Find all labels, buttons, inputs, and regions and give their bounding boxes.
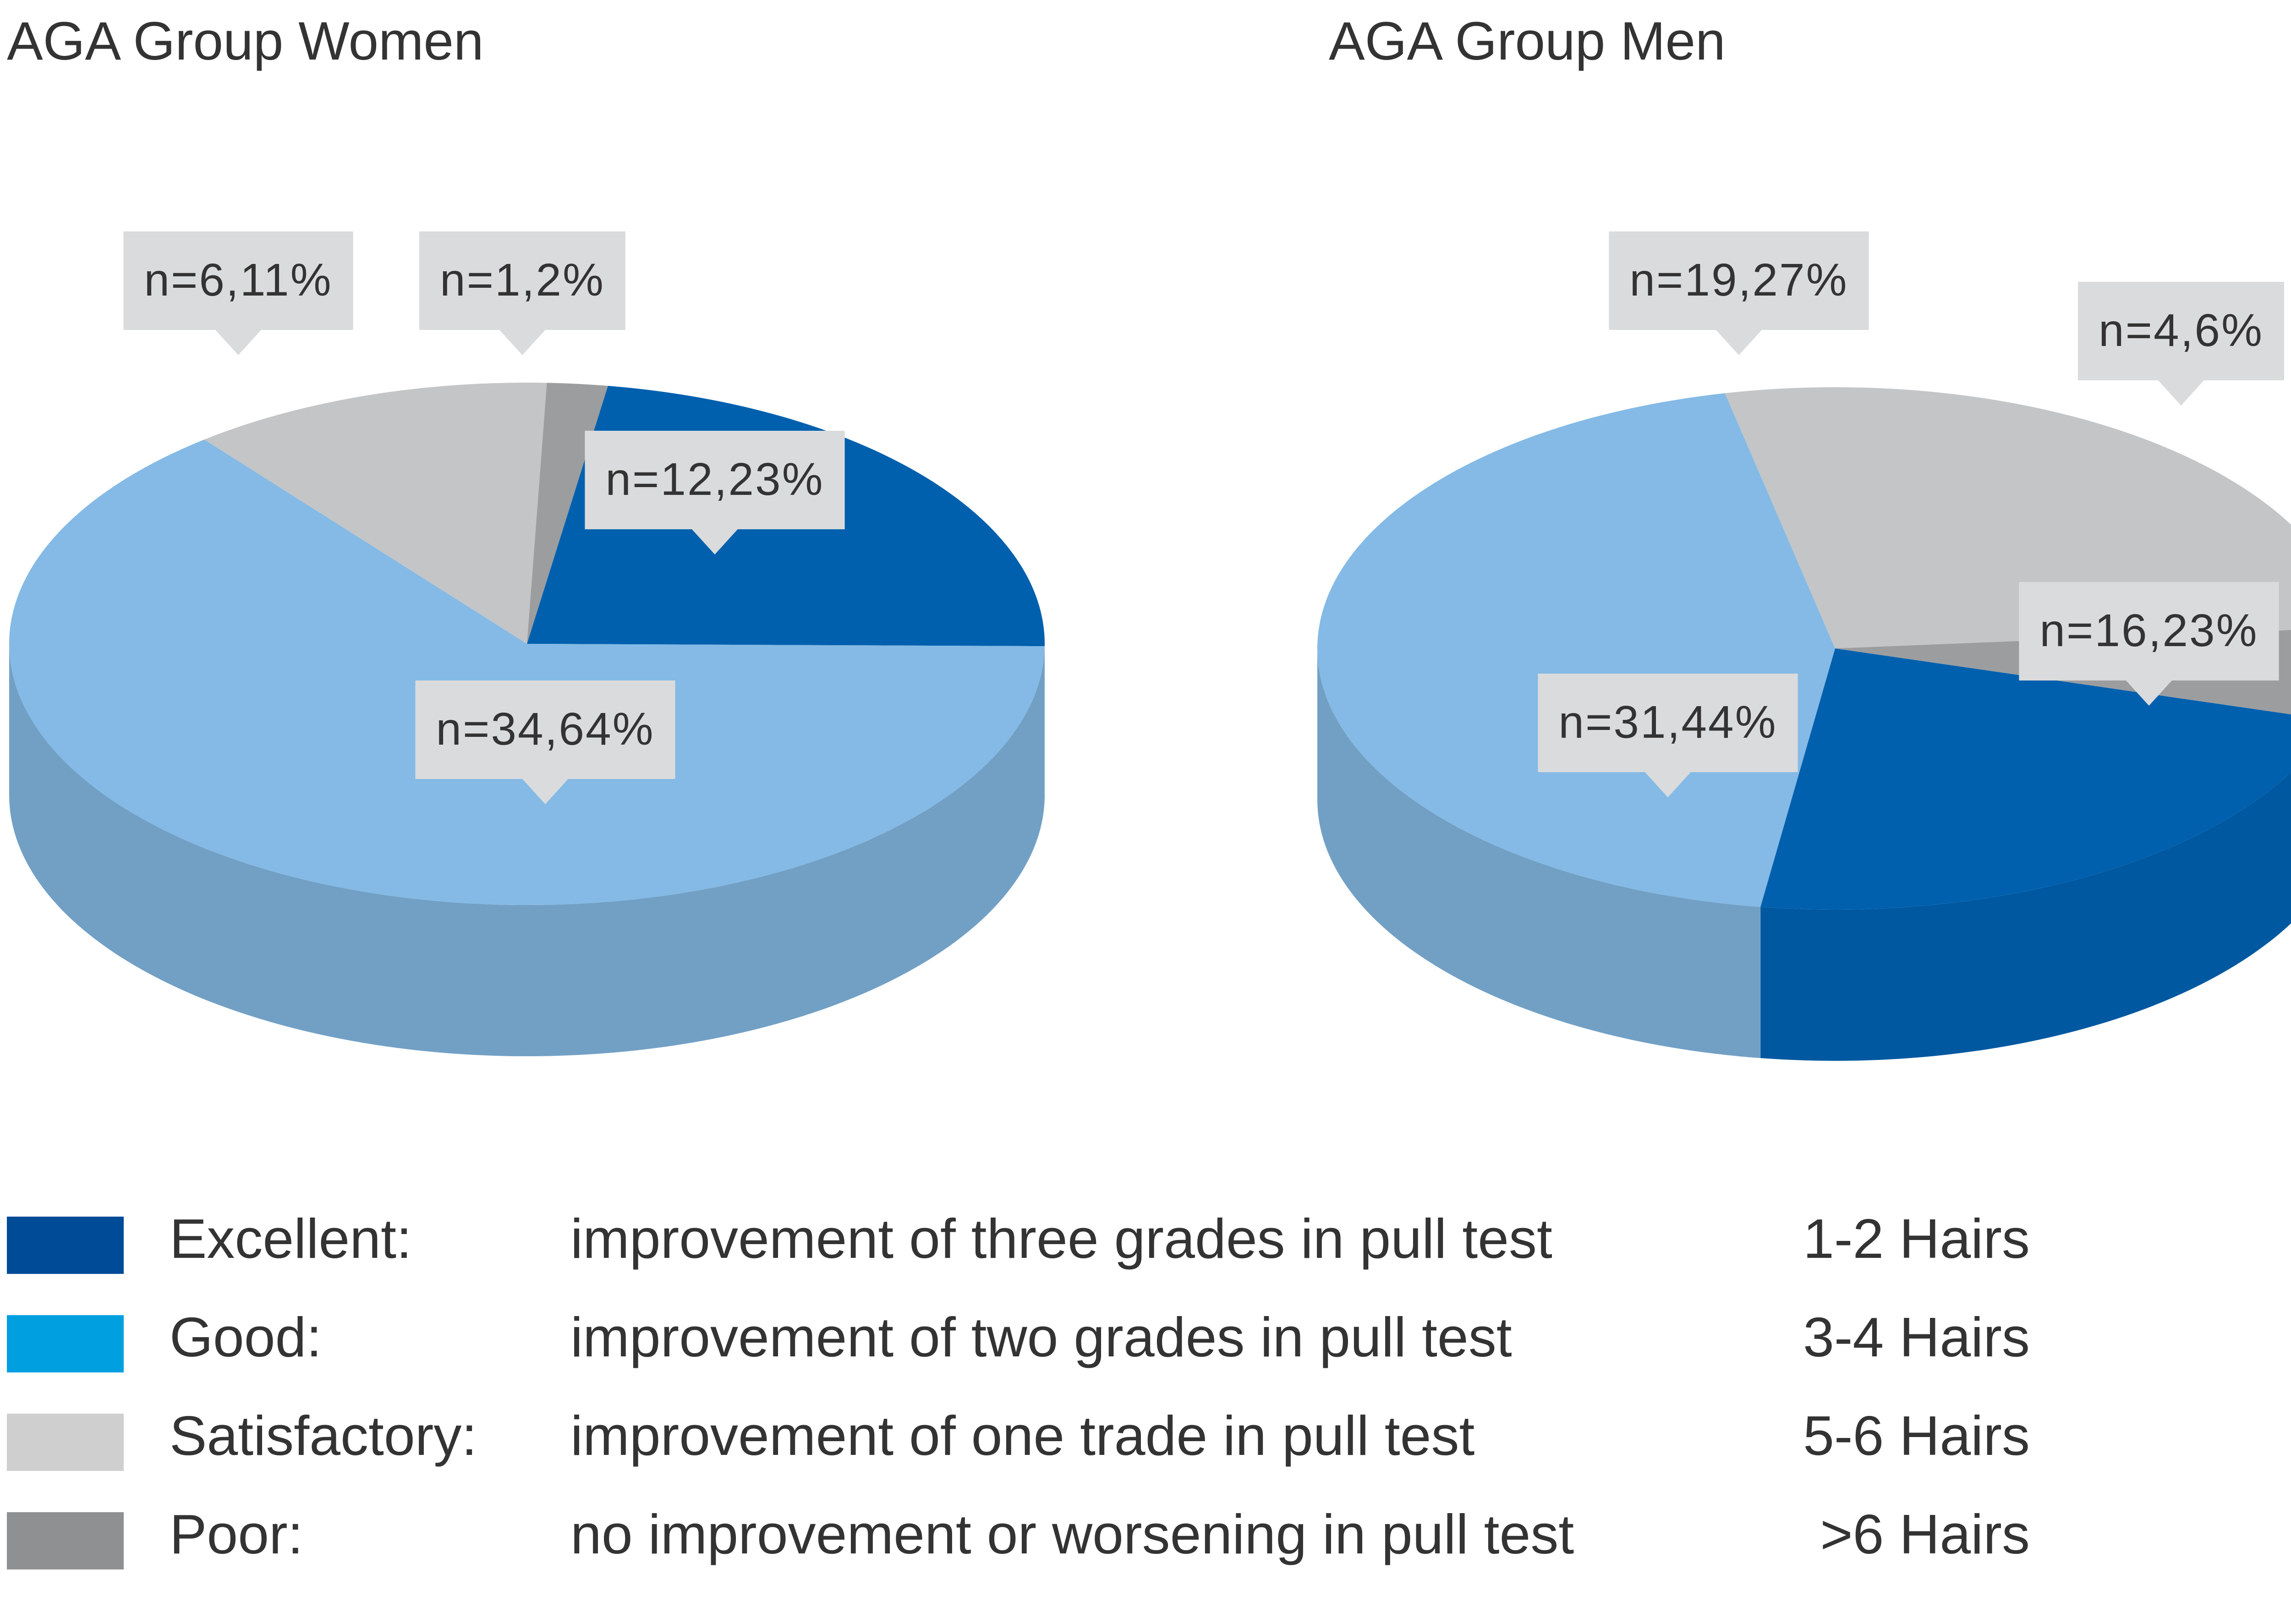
data-label-satisfactory: n=19,27% bbox=[1609, 231, 1869, 355]
legend-row-satisfactory: Satisfactory: improvement of one trade in… bbox=[7, 1405, 2030, 1471]
data-label-box bbox=[2078, 282, 2284, 380]
pie-side-good bbox=[1317, 648, 1761, 1059]
pie-chart-men: n=16,23% n=31,44% n=19,27% n=4,6% bbox=[1317, 231, 2291, 1061]
data-label-pointer bbox=[522, 779, 568, 804]
legend-hairs: >6 Hairs bbox=[1820, 1503, 2030, 1565]
pie-slice-excellent bbox=[1760, 648, 2291, 910]
legend-term: Satisfactory: bbox=[170, 1405, 477, 1467]
legend-description: improvement of one trade in pull test bbox=[570, 1405, 1474, 1467]
legend-term: Excellent: bbox=[170, 1207, 412, 1270]
legend-hairs: 5-6 Hairs bbox=[1803, 1405, 2030, 1467]
data-label-text: n=1,2% bbox=[440, 254, 605, 306]
data-label-text: n=6,11% bbox=[144, 254, 332, 306]
data-label-text: n=19,27% bbox=[1629, 254, 1848, 306]
data-label-pointer bbox=[2126, 680, 2172, 706]
data-label-box bbox=[415, 680, 675, 779]
legend-swatch-satisfactory bbox=[7, 1414, 124, 1471]
data-label-box bbox=[585, 431, 845, 529]
pie-slice-good bbox=[1317, 393, 1835, 907]
data-label-good: n=34,64% bbox=[415, 680, 675, 804]
data-label-pointer bbox=[2158, 380, 2204, 406]
legend-row-poor: Poor: no improvement or worsening in pull… bbox=[7, 1503, 2030, 1569]
data-label-text: n=4,6% bbox=[2099, 305, 2264, 356]
legend-hairs: 1-2 Hairs bbox=[1803, 1207, 2030, 1270]
data-label-pointer bbox=[1716, 330, 1762, 355]
legend-description: no improvement or worsening in pull test bbox=[570, 1503, 1574, 1565]
data-label-box bbox=[419, 231, 625, 330]
chart-title-men: AGA Group Men bbox=[1329, 11, 1726, 71]
data-label-box bbox=[2019, 582, 2279, 680]
data-label-pointer bbox=[1645, 772, 1691, 797]
data-label-box bbox=[123, 231, 353, 330]
data-label-poor: n=4,6% bbox=[2078, 282, 2284, 406]
legend-row-excellent: Excellent: improvement of three grades in… bbox=[7, 1207, 2030, 1274]
data-label-text: n=12,23% bbox=[605, 454, 824, 505]
data-label-excellent: n=16,23% bbox=[2019, 582, 2279, 706]
data-label-text: n=16,23% bbox=[2039, 605, 2258, 656]
data-label-text: n=34,64% bbox=[436, 703, 654, 755]
data-label-excellent: n=12,23% bbox=[585, 431, 845, 554]
pie-side-excellent bbox=[1760, 772, 2291, 1061]
data-label-box bbox=[1538, 674, 1798, 772]
legend-hairs: 3-4 Hairs bbox=[1803, 1306, 2030, 1368]
data-label-good: n=31,44% bbox=[1538, 674, 1798, 797]
data-label-poor: n=1,2% bbox=[419, 231, 625, 355]
data-label-pointer bbox=[692, 529, 738, 554]
pie-slice-good bbox=[9, 439, 1045, 905]
legend-swatch-poor bbox=[7, 1512, 124, 1569]
legend-term: Poor: bbox=[170, 1503, 303, 1565]
data-label-pointer bbox=[499, 330, 545, 355]
legend-row-good: Good: improvement of two grades in pull t… bbox=[7, 1306, 2030, 1372]
data-label-box bbox=[1609, 231, 1869, 330]
data-label-text: n=31,44% bbox=[1558, 697, 1777, 748]
data-label-satisfactory: n=6,11% bbox=[123, 231, 353, 355]
pie-slice-satisfactory bbox=[204, 383, 547, 644]
legend-term: Good: bbox=[170, 1306, 322, 1368]
legend-description: improvement of three grades in pull test bbox=[570, 1207, 1552, 1270]
legend-description: improvement of two grades in pull test bbox=[570, 1306, 1512, 1368]
legend: Excellent: improvement of three grades in… bbox=[7, 1207, 2030, 1569]
legend-swatch-excellent bbox=[7, 1217, 124, 1274]
data-label-pointer bbox=[215, 330, 261, 355]
legend-swatch-good bbox=[7, 1315, 124, 1372]
chart-title-women: AGA Group Women bbox=[7, 11, 484, 71]
pie-side-good bbox=[9, 644, 1045, 1057]
pie-chart-women: n=12,23% n=34,64% n=6,11% n=1,2% bbox=[9, 231, 1045, 1057]
